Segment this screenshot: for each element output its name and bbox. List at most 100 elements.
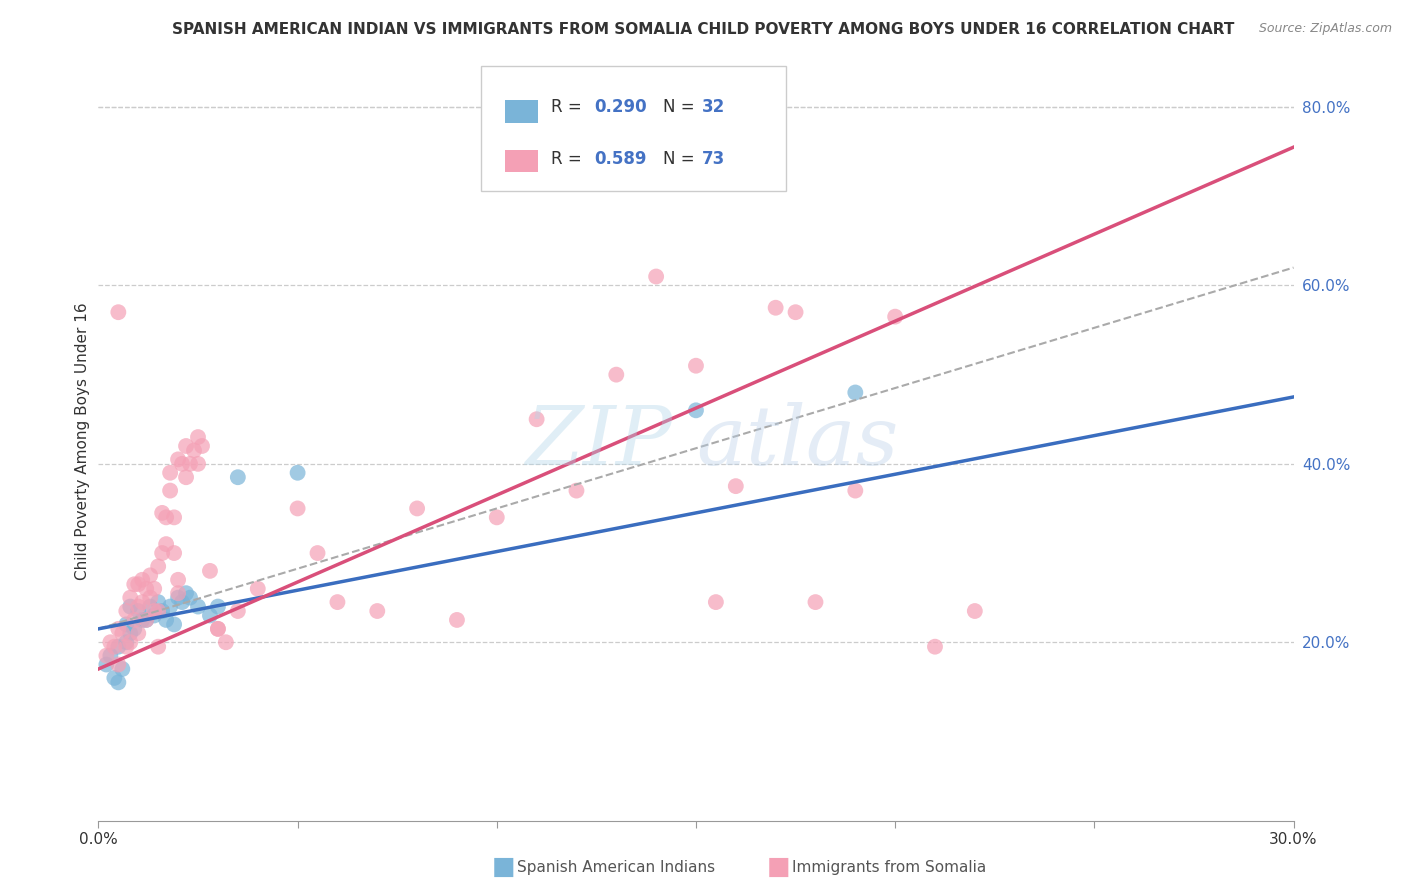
Point: [143, 582, 166, 596]
Point: [804, 595, 827, 609]
Point: [844, 385, 866, 400]
Point: [187, 430, 209, 444]
Point: [167, 452, 190, 467]
Point: [187, 457, 209, 471]
Point: [120, 635, 142, 649]
Point: [159, 466, 181, 480]
Point: [115, 604, 138, 618]
Point: [120, 599, 142, 614]
Text: SPANISH AMERICAN INDIAN VS IMMIGRANTS FROM SOMALIA CHILD POVERTY AMONG BOYS UNDE: SPANISH AMERICAN INDIAN VS IMMIGRANTS FR…: [172, 22, 1234, 37]
Point: [107, 657, 129, 672]
Point: [246, 582, 269, 596]
Text: Spanish American Indians: Spanish American Indians: [517, 860, 716, 874]
Text: 0.290: 0.290: [595, 98, 647, 116]
Point: [215, 635, 238, 649]
Point: [884, 310, 907, 324]
Point: [159, 483, 181, 498]
Point: [120, 626, 142, 640]
Point: [179, 457, 201, 471]
Point: [115, 617, 138, 632]
Point: [135, 613, 157, 627]
Point: [155, 510, 177, 524]
Point: [98, 648, 122, 663]
Point: [139, 568, 162, 582]
Point: [174, 470, 197, 484]
Point: [155, 613, 177, 627]
Point: [207, 622, 229, 636]
Point: [155, 537, 177, 551]
Point: [207, 622, 229, 636]
Point: [605, 368, 627, 382]
Point: [326, 595, 349, 609]
Point: [724, 479, 747, 493]
Text: 32: 32: [702, 98, 725, 116]
Point: [148, 559, 170, 574]
Point: [107, 675, 129, 690]
Point: [526, 412, 548, 426]
Point: [124, 622, 146, 636]
Point: [143, 608, 166, 623]
Point: [98, 635, 122, 649]
FancyBboxPatch shape: [505, 150, 538, 172]
Text: ■: ■: [766, 855, 790, 879]
Point: [150, 546, 173, 560]
Point: [107, 305, 129, 319]
Text: ZIP: ZIP: [526, 401, 672, 482]
Point: [685, 403, 707, 417]
Text: atlas: atlas: [696, 401, 898, 482]
Point: [148, 595, 170, 609]
Point: [765, 301, 787, 315]
Point: [124, 577, 146, 591]
Y-axis label: Child Poverty Among Boys Under 16: Child Poverty Among Boys Under 16: [75, 302, 90, 581]
Text: R =: R =: [551, 98, 588, 116]
Point: [135, 582, 157, 596]
Point: [174, 439, 197, 453]
Point: [963, 604, 986, 618]
Text: R =: R =: [551, 150, 588, 168]
Point: [107, 640, 129, 654]
Point: [198, 608, 221, 623]
Point: [124, 613, 146, 627]
Point: [366, 604, 388, 618]
Point: [135, 613, 157, 627]
Point: [191, 439, 214, 453]
Point: [704, 595, 727, 609]
Point: [131, 613, 153, 627]
Point: [127, 626, 149, 640]
Point: [685, 359, 707, 373]
Text: Immigrants from Somalia: Immigrants from Somalia: [792, 860, 986, 874]
Point: [924, 640, 946, 654]
Point: [174, 586, 197, 600]
Text: ■: ■: [492, 855, 516, 879]
Point: [96, 657, 118, 672]
Point: [150, 506, 173, 520]
Point: [107, 622, 129, 636]
Point: [207, 599, 229, 614]
Point: [198, 564, 221, 578]
Point: [127, 577, 149, 591]
Point: [446, 613, 468, 627]
Point: [645, 269, 668, 284]
Point: [172, 457, 194, 471]
Point: [139, 599, 162, 614]
Point: [103, 640, 125, 654]
Point: [150, 604, 173, 618]
Point: [120, 591, 142, 605]
Point: [287, 501, 309, 516]
Point: [127, 599, 149, 614]
Point: [111, 626, 134, 640]
Point: [226, 604, 249, 618]
Text: 73: 73: [702, 150, 725, 168]
Point: [485, 510, 508, 524]
Point: [131, 595, 153, 609]
Point: [307, 546, 329, 560]
Point: [115, 635, 138, 649]
Point: [163, 617, 186, 632]
Point: [785, 305, 807, 319]
Point: [148, 640, 170, 654]
Point: [167, 586, 190, 600]
Point: [148, 604, 170, 618]
Point: [127, 604, 149, 618]
Point: [139, 591, 162, 605]
Point: [163, 546, 186, 560]
